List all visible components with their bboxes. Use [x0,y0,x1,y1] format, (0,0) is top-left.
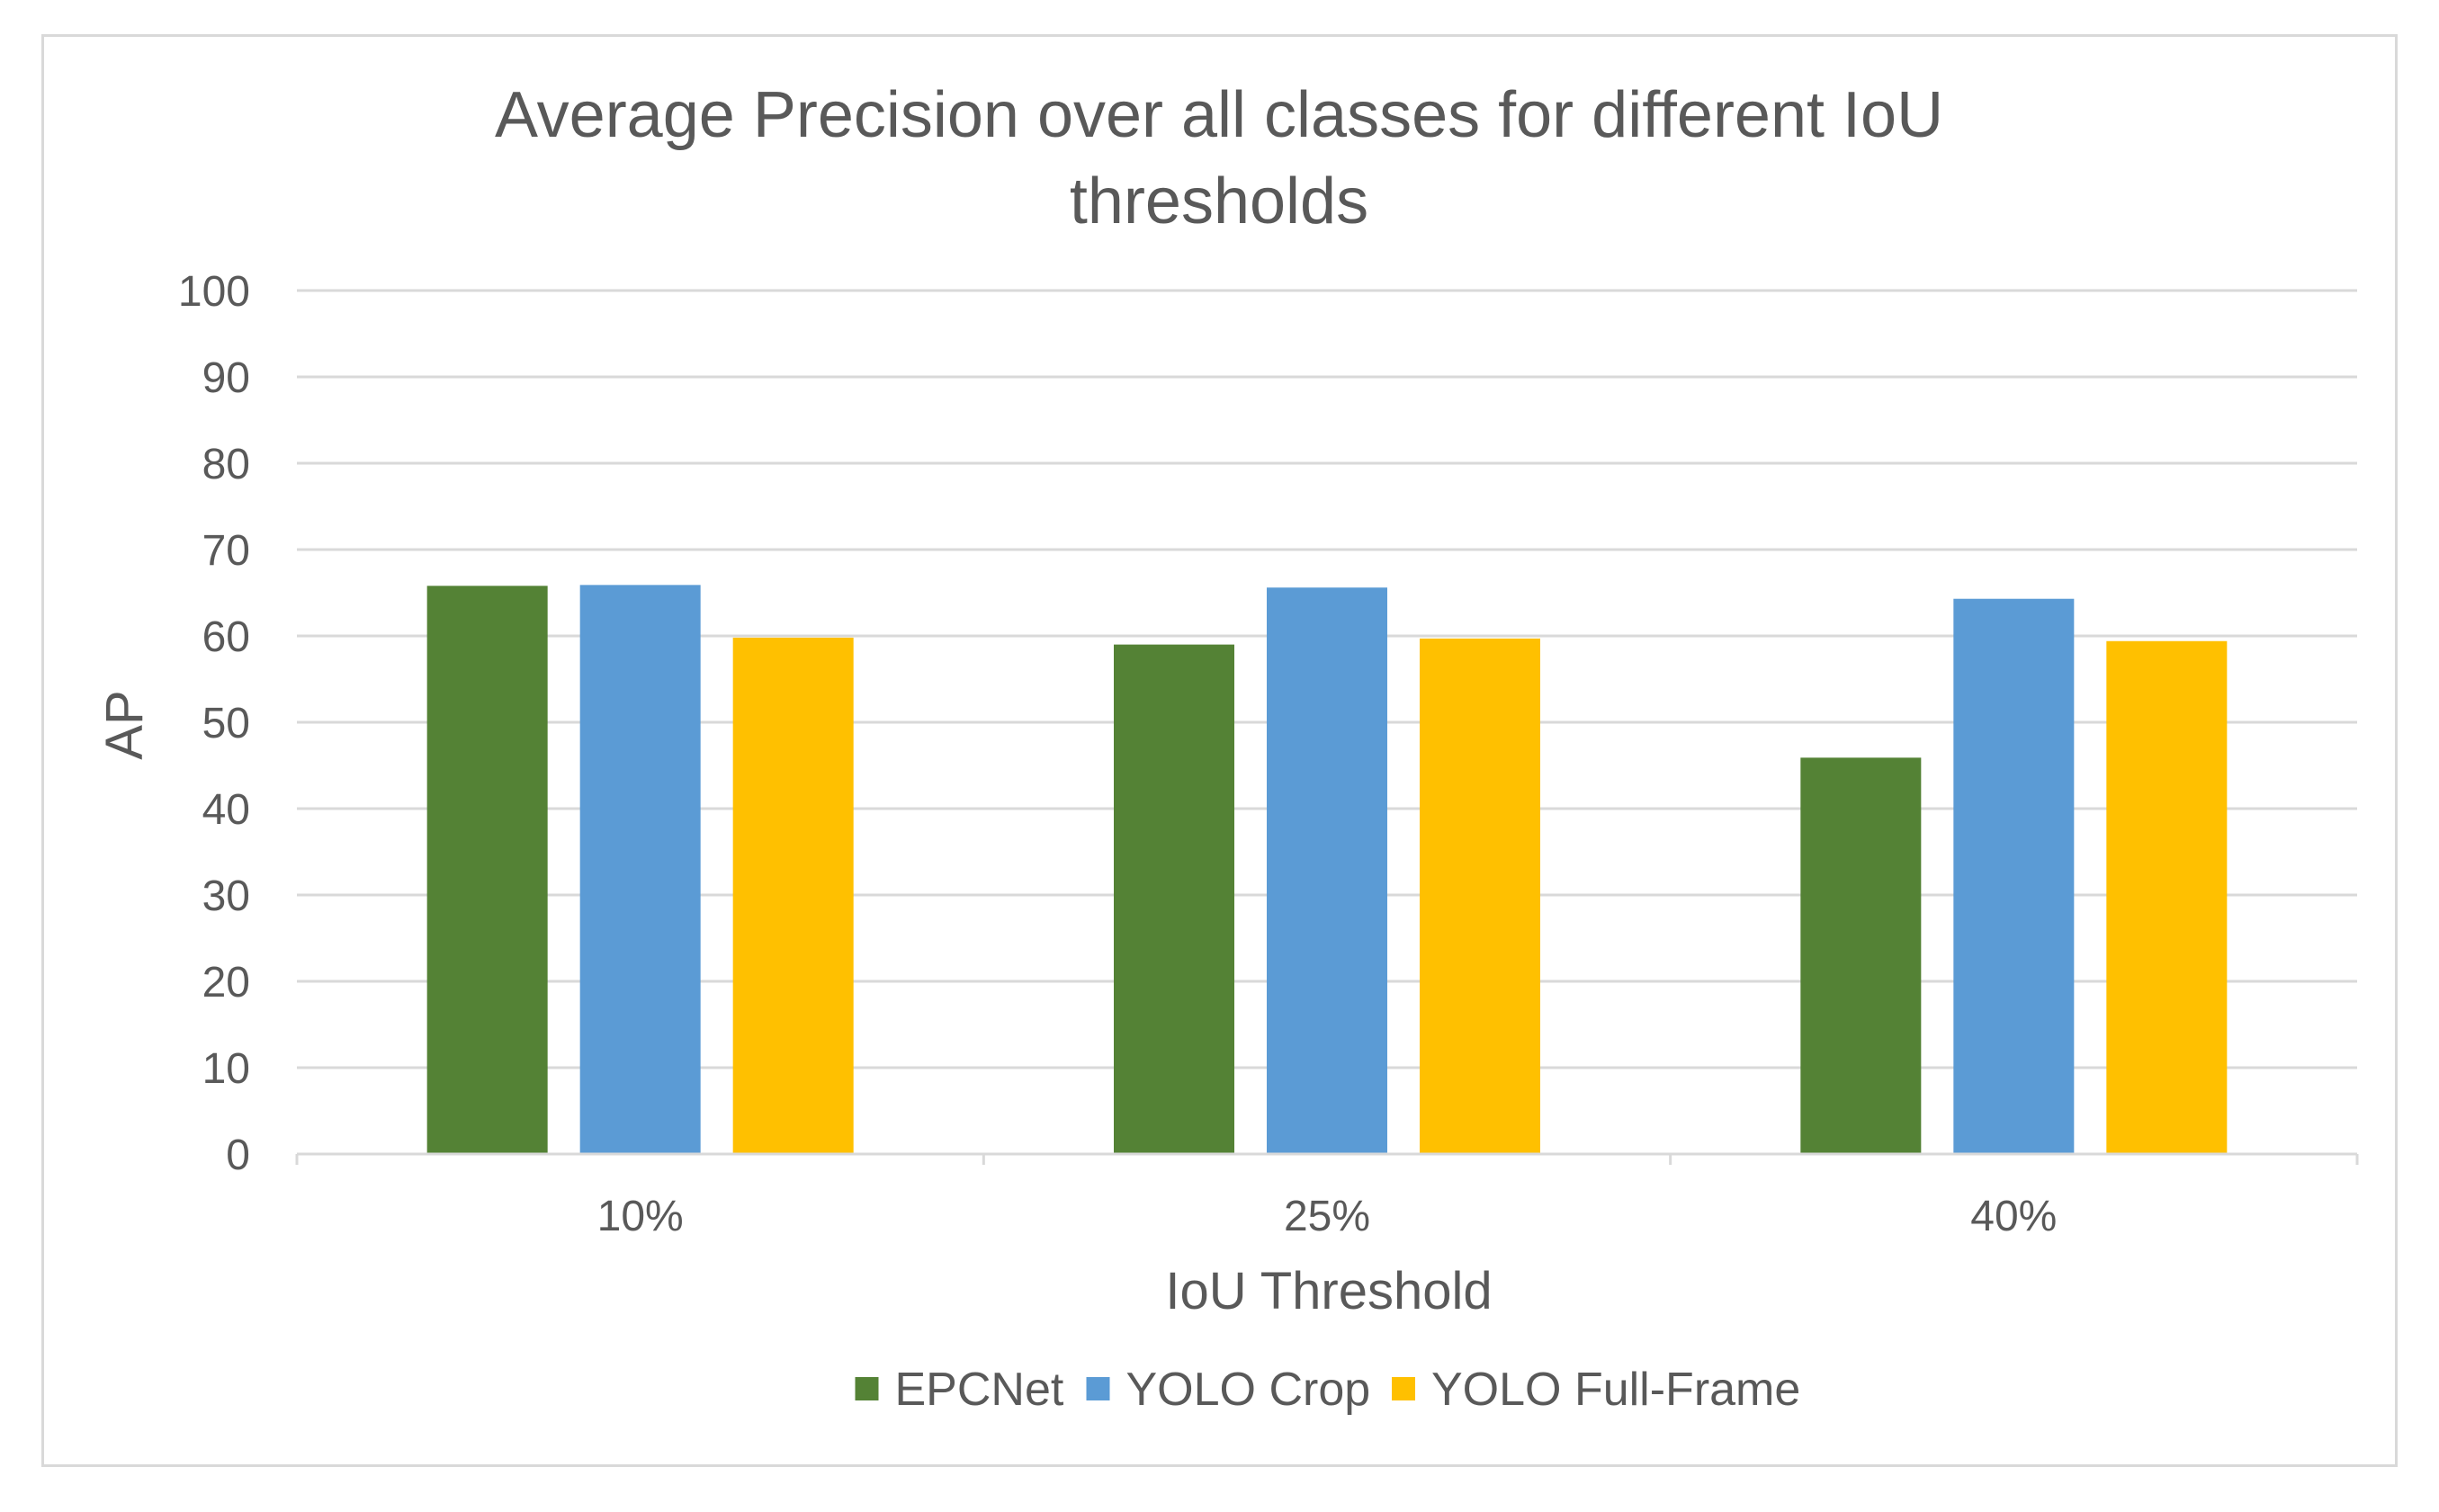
legend-label: EPCNet [895,1364,1064,1416]
x-axis-title: IoU Threshold [1165,1262,1492,1320]
legend: EPCNet YOLO Crop YOLO Full-Frame [855,1364,1800,1416]
x-axis-tick-labels: 10% 25% 40% [597,1193,2058,1240]
y-tick-label: 50 [202,700,250,747]
chart-title-line-1: Average Precision over all classes for d… [495,79,1943,151]
y-tick-label: 80 [202,441,250,488]
y-tick-label: 30 [202,872,250,920]
legend-swatch [1086,1377,1110,1400]
x-tick-label: 40% [1970,1193,2057,1240]
y-axis-tick-labels: 0 10 20 30 40 50 60 70 80 90 100 [178,268,250,1179]
y-tick-label: 60 [202,613,250,661]
bar-yolo-full-frame-40pct [2106,640,2228,1154]
bar-epcnet-10pct [426,586,548,1154]
bar-epcnet-40pct [1800,757,1922,1154]
y-tick-label: 0 [226,1132,250,1179]
bar-yolo-full-frame-25pct [1420,638,1540,1154]
legend-label: YOLO Crop [1126,1364,1371,1416]
y-tick-label: 100 [178,268,250,316]
y-tick-label: 20 [202,959,250,1007]
y-tick-label: 40 [202,786,250,834]
chart-title-line-2: thresholds [1070,166,1368,237]
y-tick-label: 10 [202,1045,250,1093]
bar-yolo-full-frame-10pct [732,637,854,1154]
bar-yolo-crop-10pct [579,585,701,1154]
x-tick-label: 25% [1284,1193,1370,1240]
legend-swatch [1392,1377,1415,1400]
bars [426,585,2228,1154]
bar-yolo-crop-40pct [1953,598,2075,1154]
y-axis-title: AP [95,690,154,759]
x-tick-label: 10% [597,1193,684,1240]
bar-yolo-crop-25pct [1267,587,1387,1154]
y-tick-label: 90 [202,354,250,402]
x-axis [295,1152,2359,1165]
legend-label: YOLO Full-Frame [1431,1364,1800,1416]
bar-epcnet-25pct [1114,644,1234,1154]
legend-swatch [855,1377,879,1400]
y-tick-label: 70 [202,527,250,575]
